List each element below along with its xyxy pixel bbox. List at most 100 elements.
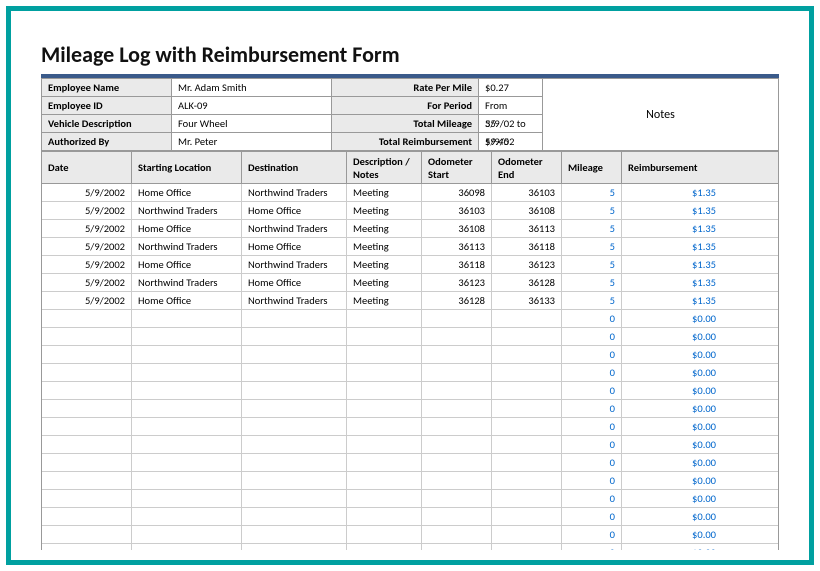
header-desc: Description / Notes (347, 152, 422, 183)
total-reimbursement-value: $9.45 (479, 133, 542, 150)
vehicle-desc-label: Vehicle Description (42, 115, 172, 132)
cell-date (42, 490, 132, 507)
cell-date (42, 364, 132, 381)
cell-ostart (422, 490, 492, 507)
table-row: 0$0.00 (42, 508, 778, 526)
total-mileage-label: Total Mileage (332, 115, 479, 132)
cell-desc (347, 382, 422, 399)
cell-mileage: 0 (562, 364, 622, 381)
table-row: 5/9/2002Northwind TradersHome OfficeMeet… (42, 274, 778, 292)
cell-reimb: $0.00 (622, 454, 722, 471)
cell-oend: 36108 (492, 202, 562, 219)
page-title: Mileage Log with Reimbursement Form (41, 41, 779, 68)
cell-desc: Meeting (347, 184, 422, 201)
cell-reimb: $1.35 (622, 202, 722, 219)
cell-mileage: 5 (562, 202, 622, 219)
cell-reimb: $0.00 (622, 418, 722, 435)
cell-desc: Meeting (347, 202, 422, 219)
authorized-by-label: Authorized By (42, 133, 172, 150)
cell-dest: Home Office (242, 274, 347, 291)
cell-date: 5/9/2002 (42, 184, 132, 201)
cell-desc (347, 400, 422, 417)
cell-date (42, 472, 132, 489)
cell-start: Home Office (132, 220, 242, 237)
cell-ostart (422, 544, 492, 550)
summary-row: Employee Name Mr. Adam Smith (42, 79, 332, 97)
cell-mileage: 0 (562, 310, 622, 327)
summary-row: Employee ID ALK-09 (42, 97, 332, 115)
cell-start: Home Office (132, 292, 242, 309)
cell-mileage: 0 (562, 382, 622, 399)
cell-dest (242, 544, 347, 550)
cell-dest (242, 310, 347, 327)
cell-dest: Home Office (242, 238, 347, 255)
cell-reimb: $1.35 (622, 220, 722, 237)
cell-start (132, 454, 242, 471)
cell-oend (492, 544, 562, 550)
cell-start (132, 490, 242, 507)
cell-ostart (422, 418, 492, 435)
notes-cell: Notes (542, 79, 778, 151)
employee-name-value: Mr. Adam Smith (172, 79, 332, 96)
cell-desc: Meeting (347, 274, 422, 291)
cell-dest (242, 508, 347, 525)
cell-desc (347, 418, 422, 435)
header-odometer-start: Odometer Start (422, 152, 492, 183)
cell-desc (347, 454, 422, 471)
cell-ostart (422, 346, 492, 363)
cell-dest (242, 346, 347, 363)
header-reimbursement: Reimbursement (622, 152, 722, 183)
cell-start (132, 346, 242, 363)
table-row: 0$0.00 (42, 346, 778, 364)
summary-middle-column: Rate Per Mile $0.27 For Period From 5/9/… (332, 79, 542, 151)
cell-date (42, 526, 132, 543)
cell-desc: Meeting (347, 238, 422, 255)
header-date: Date (42, 152, 132, 183)
cell-dest: Northwind Traders (242, 292, 347, 309)
cell-start: Northwind Traders (132, 202, 242, 219)
cell-mileage: 5 (562, 184, 622, 201)
cell-mileage: 0 (562, 346, 622, 363)
employee-id-value: ALK-09 (172, 97, 332, 114)
cell-date (42, 400, 132, 417)
cell-oend: 36133 (492, 292, 562, 309)
cell-ostart (422, 310, 492, 327)
cell-ostart: 36103 (422, 202, 492, 219)
cell-start (132, 364, 242, 381)
summary-row: Authorized By Mr. Peter (42, 133, 332, 151)
cell-oend (492, 436, 562, 453)
total-mileage-value: 35 (479, 115, 542, 132)
cell-ostart: 36108 (422, 220, 492, 237)
table-row: 0$0.00 (42, 454, 778, 472)
table-row: 0$0.00 (42, 400, 778, 418)
cell-start: Home Office (132, 184, 242, 201)
vehicle-desc-value: Four Wheel (172, 115, 332, 132)
cell-oend: 36103 (492, 184, 562, 201)
notes-label: Notes (646, 108, 675, 122)
cell-oend: 36128 (492, 274, 562, 291)
cell-ostart: 36098 (422, 184, 492, 201)
cell-oend (492, 490, 562, 507)
cell-reimb: $0.00 (622, 508, 722, 525)
summary-left-column: Employee Name Mr. Adam Smith Employee ID… (42, 79, 332, 151)
cell-dest (242, 400, 347, 417)
cell-ostart (422, 508, 492, 525)
cell-start: Home Office (132, 256, 242, 273)
cell-date (42, 544, 132, 550)
cell-reimb: $1.35 (622, 256, 722, 273)
table-row: 0$0.00 (42, 364, 778, 382)
cell-ostart: 36123 (422, 274, 492, 291)
summary-row: For Period From 5/9/02 to 5/9/02 (332, 97, 542, 115)
cell-ostart (422, 400, 492, 417)
cell-ostart (422, 472, 492, 489)
cell-oend: 36118 (492, 238, 562, 255)
cell-mileage: 5 (562, 256, 622, 273)
cell-dest (242, 382, 347, 399)
cell-desc: Meeting (347, 220, 422, 237)
cell-ostart (422, 436, 492, 453)
header-odometer-end: Odometer End (492, 152, 562, 183)
table-row: 5/9/2002Home OfficeNorthwind TradersMeet… (42, 220, 778, 238)
summary-row: Total Reimbursement $9.45 (332, 133, 542, 151)
cell-dest (242, 364, 347, 381)
cell-dest (242, 472, 347, 489)
